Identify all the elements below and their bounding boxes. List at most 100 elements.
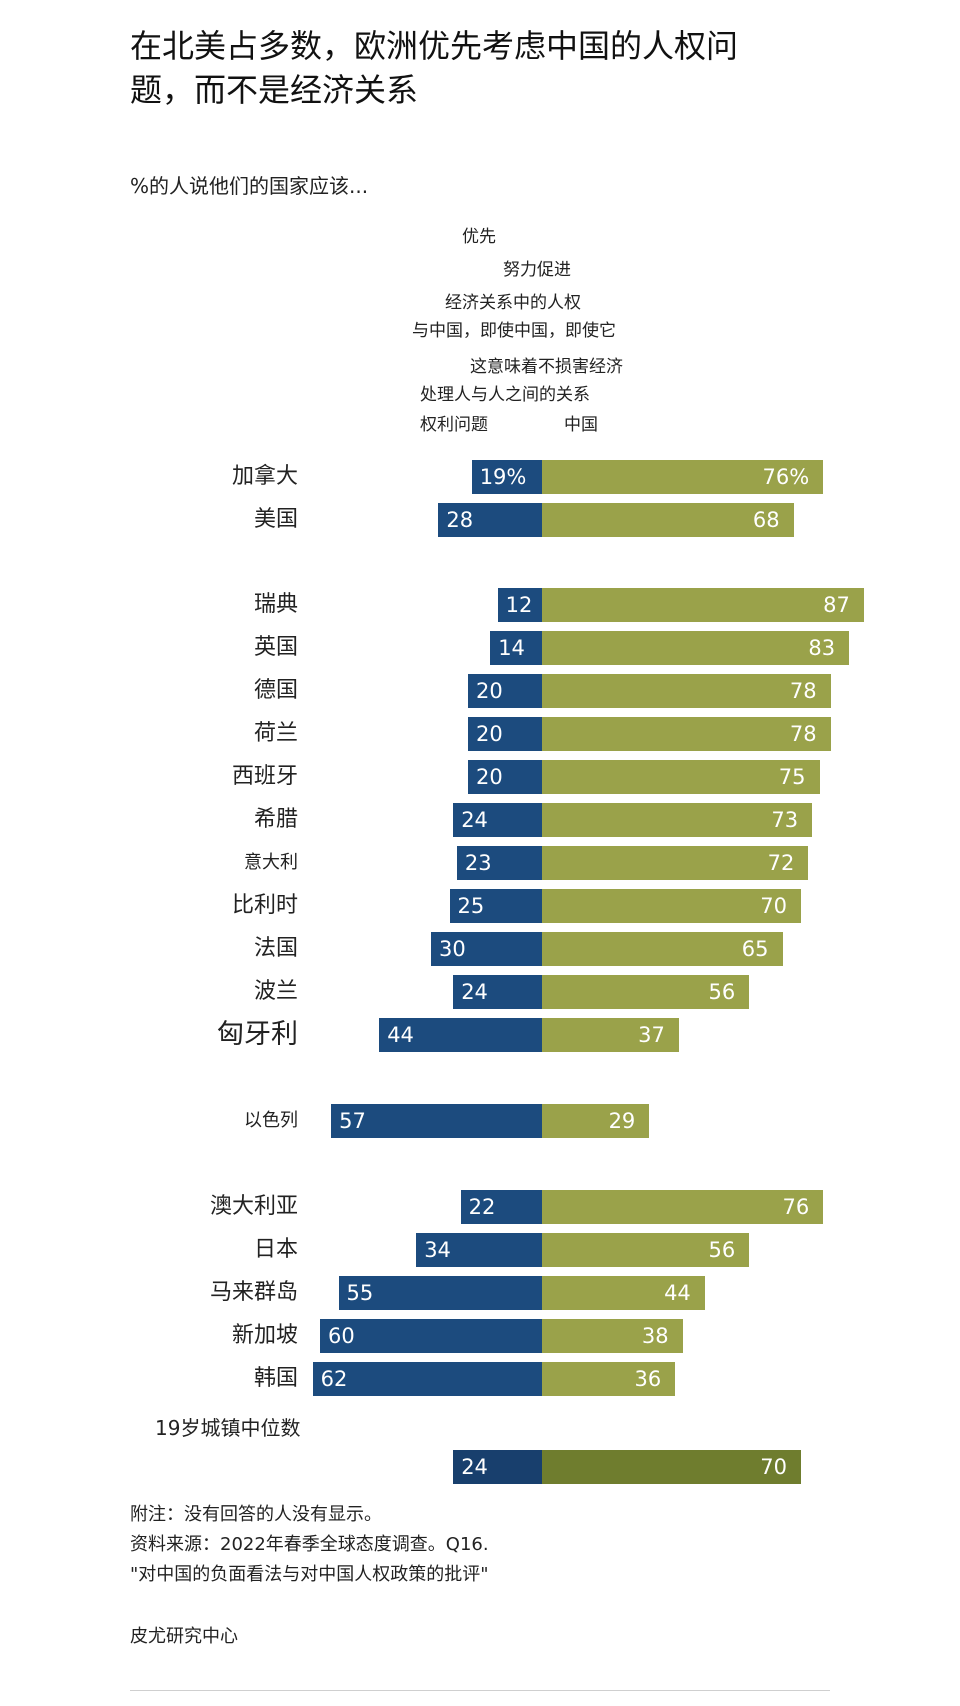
country-label: 新加坡 (231, 1323, 298, 1348)
economic-relations-bar: 36 (542, 1362, 676, 1396)
economic-relations-bar: 83 (542, 631, 850, 665)
human-rights-bar: 19% (471, 460, 542, 494)
column-header-line: 经济关系中的人权 (445, 293, 581, 313)
column-left-label: 权利问题 (420, 415, 488, 435)
economic-relations-value-label: 76% (762, 465, 810, 489)
country-label: 美国 (253, 507, 298, 532)
economic-relations-value-label: 76 (782, 1195, 810, 1219)
human-rights-bar: 20 (468, 760, 542, 794)
human-rights-bar: 14 (490, 631, 542, 665)
country-label: 荷兰 (253, 721, 298, 746)
human-rights-value-label: 30 (439, 937, 466, 961)
human-rights-bar: 34 (416, 1233, 542, 1267)
chart-subtitle: %的人说他们的国家应该... (130, 174, 369, 198)
economic-relations-bar: 29 (542, 1104, 650, 1138)
human-rights-bar: 62 (312, 1362, 542, 1396)
economic-relations-bar: 78 (542, 717, 831, 751)
economic-relations-bar: 73 (542, 803, 813, 837)
human-rights-bar: 20 (468, 717, 542, 751)
economic-relations-bar: 44 (542, 1276, 705, 1310)
human-rights-value-label: 25 (457, 894, 485, 918)
source-note: 资料来源：2022年春季全球态度调查。Q16. (130, 1534, 489, 1555)
economic-relations-value-label: 56 (708, 980, 736, 1004)
human-rights-value-label: 60 (328, 1324, 355, 1348)
country-label: 日本 (253, 1237, 298, 1262)
economic-relations-bar: 76 (542, 1190, 824, 1224)
economic-relations-value-label: 73 (771, 808, 799, 832)
column-header-line: 努力促进 (503, 260, 571, 280)
country-label: 德国 (253, 678, 298, 703)
country-label: 法国 (253, 936, 298, 961)
economic-relations-bar: 72 (542, 846, 809, 880)
human-rights-value-label: 20 (476, 765, 503, 789)
human-rights-value-label: 23 (464, 851, 492, 875)
human-rights-bar: 30 (431, 932, 542, 966)
economic-relations-bar: 37 (542, 1018, 679, 1052)
human-rights-value-label: 22 (468, 1195, 496, 1219)
chart-title: 在北美占多数，欧洲优先考虑中国的人权问题，而不是经济关系 (130, 27, 739, 109)
human-rights-bar: 24 (453, 803, 542, 837)
human-rights-value-label: 20 (476, 679, 503, 703)
economic-relations-bar: 56 (542, 975, 750, 1009)
column-right-label: 中国 (564, 415, 598, 435)
country-label: 韩国 (253, 1366, 298, 1391)
human-rights-bar: 57 (331, 1104, 542, 1138)
economic-relations-bar: 70 (542, 1450, 801, 1484)
economic-relations-bar: 56 (542, 1233, 750, 1267)
human-rights-bar: 12 (497, 588, 542, 622)
economic-relations-bar: 76% (542, 460, 824, 494)
economic-relations-bar: 65 (542, 932, 783, 966)
country-label: 意大利 (244, 852, 298, 873)
country-label: 波兰 (253, 979, 298, 1004)
economic-relations-value-label: 68 (752, 508, 780, 532)
human-rights-bar: 23 (456, 846, 542, 880)
economic-relations-value-label: 87 (823, 593, 850, 617)
column-header-line: 优先 (462, 227, 496, 247)
country-label: 19岁城镇中位数 (155, 1416, 301, 1440)
economic-relations-bar: 70 (542, 889, 801, 923)
economic-relations-bar: 38 (542, 1319, 683, 1353)
human-rights-value-label: 19% (479, 465, 527, 489)
economic-relations-value-label: 78 (789, 679, 817, 703)
human-rights-value-label: 44 (387, 1023, 414, 1047)
country-label: 澳大利亚 (209, 1194, 298, 1219)
economic-relations-value-label: 36 (634, 1367, 662, 1391)
country-label: 英国 (253, 635, 298, 660)
bottom-divider (130, 1690, 830, 1691)
economic-relations-value-label: 70 (760, 894, 787, 918)
human-rights-bar: 55 (338, 1276, 542, 1310)
column-header-line: 与中国，即使中国，即使它 (412, 321, 616, 341)
country-label: 马来群岛 (209, 1280, 298, 1305)
economic-relations-value-label: 44 (664, 1281, 691, 1305)
human-rights-value-label: 34 (424, 1238, 451, 1262)
human-rights-value-label: 24 (461, 980, 488, 1004)
country-label: 比利时 (231, 893, 298, 918)
human-rights-value-label: 28 (446, 508, 474, 532)
source-organization: 皮尤研究中心 (130, 1626, 238, 1647)
economic-relations-value-label: 37 (638, 1023, 665, 1047)
human-rights-bar: 24 (453, 1450, 542, 1484)
human-rights-bar: 60 (320, 1319, 542, 1353)
human-rights-bar: 22 (460, 1190, 542, 1224)
economic-relations-value-label: 29 (608, 1109, 636, 1133)
human-rights-bar: 25 (449, 889, 542, 923)
human-rights-value-label: 57 (339, 1109, 366, 1133)
human-rights-bar: 24 (453, 975, 542, 1009)
human-rights-bar: 44 (379, 1018, 542, 1052)
economic-relations-bar: 75 (542, 760, 820, 794)
human-rights-value-label: 62 (320, 1367, 348, 1391)
human-rights-value-label: 55 (346, 1281, 374, 1305)
human-rights-bar: 20 (468, 674, 542, 708)
column-header-line: 处理人与人之间的关系 (420, 385, 590, 405)
economic-relations-value-label: 83 (808, 636, 836, 660)
country-label: 匈牙利 (217, 1019, 298, 1050)
economic-relations-value-label: 72 (767, 851, 795, 875)
economic-relations-bar: 87 (542, 588, 864, 622)
economic-relations-bar: 68 (542, 503, 794, 537)
economic-relations-value-label: 70 (760, 1455, 787, 1479)
economic-relations-value-label: 56 (708, 1238, 736, 1262)
human-rights-bar: 28 (438, 503, 542, 537)
human-rights-value-label: 24 (461, 808, 488, 832)
column-header-line: 这意味着不损害经济 (470, 357, 623, 377)
human-rights-value-label: 12 (505, 593, 533, 617)
